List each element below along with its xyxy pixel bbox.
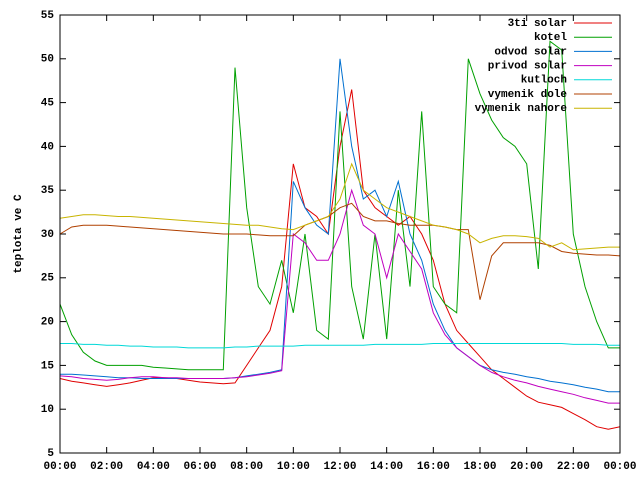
legend-label: vymenik dole — [488, 89, 568, 101]
y-tick-label: 20 — [41, 317, 54, 329]
y-tick-label: 10 — [41, 404, 54, 416]
x-tick-label: 02:00 — [90, 461, 123, 473]
x-tick-label: 12:00 — [323, 461, 356, 473]
x-tick-label: 08:00 — [230, 461, 263, 473]
x-tick-label: 00:00 — [603, 461, 636, 473]
y-tick-label: 45 — [41, 98, 55, 110]
y-tick-label: 25 — [41, 273, 55, 285]
series-line — [59, 188, 620, 404]
plot-border — [59, 14, 621, 454]
x-tick-label: 18:00 — [463, 461, 496, 473]
y-tick-label: 5 — [47, 448, 54, 460]
x-tick-label: 10:00 — [277, 461, 310, 473]
y-tick-label: 40 — [41, 141, 54, 153]
series-line — [59, 89, 621, 430]
legend-label: odvod solar — [494, 46, 567, 58]
y-tick-label: 30 — [41, 229, 54, 241]
x-tick-label: 14:00 — [370, 461, 403, 473]
x-tick-label: 00:00 — [43, 461, 76, 473]
series-line — [59, 162, 620, 251]
x-tick-label: 22:00 — [557, 461, 590, 473]
y-axis-label: teplota ve C — [13, 194, 25, 274]
x-tick-label: 06:00 — [183, 461, 216, 473]
legend-label: kotel — [534, 32, 567, 44]
legend-label: 3ti solar — [508, 18, 567, 30]
x-tick-label: 16:00 — [417, 461, 450, 473]
y-tick-label: 55 — [41, 10, 55, 22]
y-tick-label: 35 — [41, 185, 55, 197]
y-tick-label: 15 — [41, 360, 55, 372]
x-tick-label: 20:00 — [510, 461, 543, 473]
x-tick-label: 04:00 — [137, 461, 170, 473]
series-line — [59, 202, 621, 300]
legend-label: vymenik nahore — [475, 103, 568, 115]
series-line — [60, 58, 620, 393]
series-line — [60, 343, 620, 349]
y-tick-label: 50 — [41, 54, 54, 66]
series-line — [59, 40, 620, 371]
legend-label: privod solar — [488, 61, 567, 73]
legend-label: kutloch — [521, 75, 567, 87]
